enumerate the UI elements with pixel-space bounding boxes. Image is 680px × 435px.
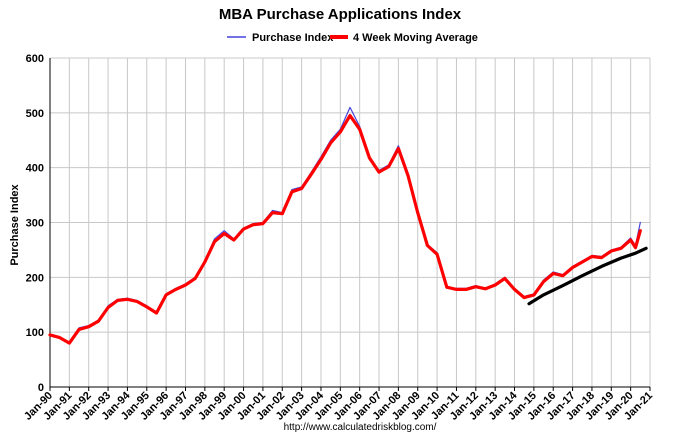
axes — [49, 58, 651, 391]
series-trend-line — [527, 246, 648, 306]
y-tick-label: 0 — [38, 382, 44, 394]
source-url: http://www.calculatedriskblog.com/ — [284, 422, 437, 433]
y-tick-label: 300 — [26, 218, 44, 230]
y-tick-labels: 0 100 200 300 400 500 600 — [26, 53, 44, 394]
y-tick-label: 500 — [26, 108, 44, 120]
series-area — [48, 106, 648, 345]
y-tick-label: 200 — [26, 272, 44, 284]
chart-title: MBA Purchase Applications Index — [219, 6, 462, 23]
legend-label-average: 4 Week Moving Average — [353, 32, 478, 44]
series-moving-average-line — [48, 114, 642, 345]
y-tick-label: 600 — [26, 53, 44, 65]
y-tick-label: 400 — [26, 163, 44, 175]
legend-label-index: Purchase Index — [252, 32, 334, 44]
gridlines — [49, 57, 651, 388]
x-tick-labels: Jan-90Jan-91Jan-92Jan-93Jan-94Jan-95Jan-… — [22, 389, 655, 423]
legend: Purchase Index 4 Week Moving Average — [227, 32, 478, 44]
series-purchase-index-line — [49, 106, 641, 343]
y-tick-label: 100 — [26, 327, 44, 339]
y-axis-title: Purchase Index — [9, 183, 21, 265]
